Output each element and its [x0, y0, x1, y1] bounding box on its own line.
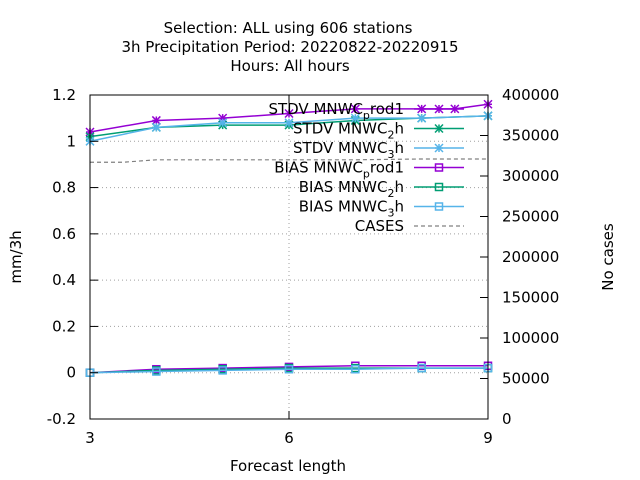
legend-label-tail: h — [394, 139, 404, 157]
y2-tick-label: 100000 — [502, 329, 559, 347]
legend-entry: CASES — [355, 217, 464, 235]
data-point-square — [152, 367, 161, 376]
data-point-star — [218, 118, 228, 128]
legend-label-main: STDV MNWC — [268, 100, 362, 118]
legend-label-tail: h — [394, 120, 404, 138]
legend-label-tail: rod1 — [370, 159, 404, 177]
y-tick-label: 0 — [66, 364, 76, 382]
y2-axis-label: No cases — [599, 223, 617, 291]
data-point-square — [434, 163, 444, 172]
y-tick-label: 0.6 — [52, 225, 76, 243]
y2-tick-label: 250000 — [502, 208, 559, 226]
y-tick-label: 1.2 — [52, 86, 76, 104]
legend-label: STDV MNWC2h — [293, 120, 404, 142]
y2-tick-label: 0 — [502, 410, 512, 428]
legend-label-sub: 2 — [387, 129, 394, 142]
legend-label: CASES — [355, 217, 404, 235]
y2-tick-label: 400000 — [502, 86, 559, 104]
legend-label-main: STDV MNWC — [293, 120, 387, 138]
legend-entry: BIAS MNWCprod1 — [274, 159, 464, 181]
title-line-3: Hours: All hours — [230, 57, 349, 75]
legend-entry: STDV MNWC3h — [293, 139, 464, 161]
series-6 — [90, 158, 488, 163]
data-point-star — [350, 104, 360, 114]
legend-entry: BIAS MNWC3h — [299, 198, 464, 220]
y-tick-label: 1 — [66, 132, 76, 150]
legend-label-sub: 3 — [387, 148, 394, 161]
legend-label: STDV MNWCprod1 — [268, 100, 404, 122]
legend-label: BIAS MNWC3h — [299, 198, 404, 220]
legend-entry: STDV MNWCprod1 — [268, 100, 464, 122]
x-tick-label: 9 — [483, 429, 493, 447]
data-point-star — [434, 143, 444, 153]
y2-tick-label: 50000 — [502, 370, 550, 388]
y-tick-label: 0.8 — [52, 179, 76, 197]
legend-label-main: STDV MNWC — [293, 139, 387, 157]
series-line — [89, 365, 488, 374]
legend-label-tail: h — [394, 178, 404, 196]
x-tick-label: 6 — [284, 429, 294, 447]
y-tick-label: 0.4 — [52, 271, 76, 289]
title-line-2: 3h Precipitation Period: 20220822-202209… — [121, 38, 458, 56]
y2-tick-label: 150000 — [502, 289, 559, 307]
series-line — [89, 367, 488, 374]
y-tick-label: 0.2 — [52, 317, 76, 335]
legend-entry: STDV MNWC2h — [293, 120, 464, 142]
data-point-square — [434, 202, 444, 211]
data-point-square — [417, 363, 426, 373]
legend-label-sub: p — [363, 168, 370, 181]
legend-label-sub: p — [363, 109, 370, 122]
legend-label: BIAS MNWCprod1 — [274, 159, 404, 181]
data-point-square — [434, 182, 444, 192]
legend-entry: BIAS MNWC2h — [299, 178, 464, 200]
y2-tick-label: 200000 — [502, 248, 559, 266]
legend-label-tail: h — [394, 198, 404, 216]
legend-label-sub: 2 — [387, 187, 394, 200]
data-point-star — [434, 104, 444, 114]
x-tick-label: 3 — [85, 429, 95, 447]
data-point-square — [351, 364, 360, 374]
x-axis-label: Forecast length — [230, 457, 346, 475]
data-point-star — [434, 123, 444, 134]
legend-label-main: BIAS MNWC — [299, 178, 388, 196]
data-point-star — [417, 113, 427, 123]
data-point-square — [284, 364, 294, 374]
series-line — [90, 158, 488, 163]
legend-label: STDV MNWC3h — [293, 139, 404, 161]
legend-label: BIAS MNWC2h — [299, 178, 404, 200]
title-line-1: Selection: ALL using 606 stations — [164, 19, 413, 37]
chart-title: Selection: ALL using 606 stations 3h Pre… — [121, 19, 458, 75]
axis-ticks: -0.2 0 0.2 0.4 0.6 0.8 1 1.2 0 50000 100000 150000 2… — [47, 86, 560, 447]
data-point-star — [284, 108, 294, 119]
data-point-star — [151, 115, 161, 125]
legend-label-main: CASES — [355, 217, 404, 235]
y-axis-label: mm/3h — [7, 230, 25, 283]
data-point-star — [151, 122, 161, 132]
legend-label-main: BIAS MNWC — [274, 159, 363, 177]
y2-tick-label: 300000 — [502, 167, 559, 185]
y2-tick-label: 350000 — [502, 127, 559, 145]
y-tick-label: -0.2 — [47, 410, 76, 428]
series-layer — [85, 99, 493, 377]
legend-label-main: BIAS MNWC — [299, 198, 388, 216]
legend-label-tail: rod1 — [370, 100, 404, 118]
legend-label-sub: 3 — [387, 207, 394, 220]
data-point-star — [350, 113, 360, 123]
data-point-star — [284, 118, 294, 128]
data-point-square — [218, 366, 227, 375]
